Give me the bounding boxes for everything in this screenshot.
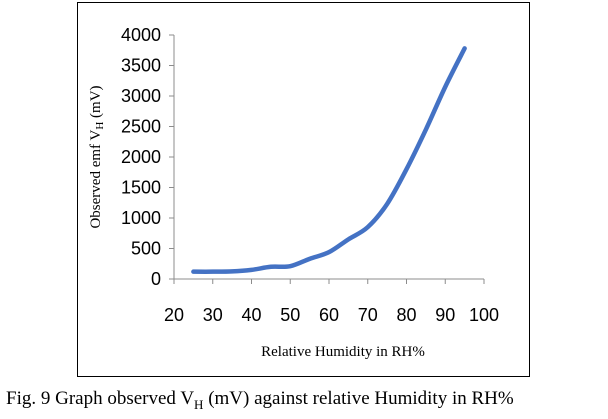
- x-tick-label: 20: [164, 305, 184, 325]
- y-tick-label: 2000: [121, 147, 161, 167]
- caption-subscript: H: [194, 396, 204, 412]
- figure-caption: Fig. 9 Graph observed VH (mV) against re…: [6, 388, 606, 413]
- y-tick-label: 3500: [121, 56, 161, 76]
- x-axis-title: Relative Humidity in RH%: [261, 344, 425, 360]
- tick-labels: 0 500 1000 1500 2000 2500 3000 3500 4000 20 30 40 50…: [121, 25, 499, 325]
- axes: [169, 34, 485, 284]
- x-tick-label: 40: [241, 305, 261, 325]
- series-line: [191, 46, 467, 274]
- y-tick-label: 2500: [121, 117, 161, 137]
- x-tick-label: 80: [396, 305, 416, 325]
- caption-main: Fig. 9 Graph observed V: [6, 388, 195, 409]
- y-tick-label: 1000: [121, 208, 161, 228]
- y-tick-label: 0: [151, 269, 161, 289]
- y-axis-title-unit: (mV): [88, 85, 104, 121]
- x-tick-label: 90: [435, 305, 455, 325]
- x-tick-label: 100: [469, 305, 499, 325]
- y-tick-label: 500: [131, 239, 161, 259]
- y-tick-label: 3000: [121, 86, 161, 106]
- x-tick-label: 70: [358, 305, 378, 325]
- y-axis-title: Observed emf VH (mV): [88, 85, 106, 228]
- y-axis-title-subscript: H: [94, 122, 106, 130]
- y-tick-label: 4000: [121, 25, 161, 45]
- x-tick-label: 50: [280, 305, 300, 325]
- x-tick-label: 30: [203, 305, 223, 325]
- y-axis-title-main: Observed emf V: [88, 130, 104, 229]
- caption-rest: (mV) against relative Humidity in RH%: [203, 388, 514, 409]
- series-group: [191, 46, 467, 274]
- x-tick-label: 60: [319, 305, 339, 325]
- y-tick-label: 1500: [121, 178, 161, 198]
